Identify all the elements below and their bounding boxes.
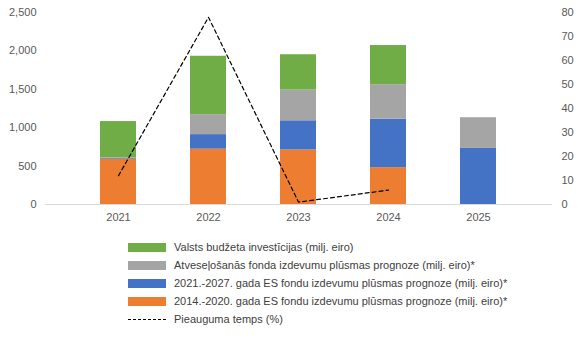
- svg-text:2025: 2025: [466, 211, 490, 223]
- svg-text:500: 500: [18, 160, 36, 172]
- html-text:Valsts budžeta investīcijas (m: Valsts budžeta investīcijas (milj. eiro): [174, 241, 354, 253]
- svg-text:50: 50: [562, 78, 574, 90]
- svg-text:2021: 2021: [106, 211, 130, 223]
- svg-text:2022: 2022: [196, 211, 220, 223]
- html-text:2014.-2020. gada ES fondu izde: 2014.-2020. gada ES fondu izdevumu plūsm…: [174, 295, 508, 307]
- svg-text:80: 80: [562, 6, 574, 18]
- svg-text:2,500: 2,500: [9, 6, 37, 18]
- svg-text:2024: 2024: [376, 211, 400, 223]
- svg-text:0: 0: [562, 198, 568, 210]
- svg-text:1,500: 1,500: [9, 83, 37, 95]
- svg-text:1,000: 1,000: [9, 121, 37, 133]
- html-text:Pieauguma temps (%): Pieauguma temps (%): [174, 313, 283, 325]
- svg-text:0: 0: [30, 198, 36, 210]
- html-text:2021.-2027. gada ES fondu izde: 2021.-2027. gada ES fondu izdevumu plūsm…: [174, 277, 508, 289]
- svg-text:10: 10: [562, 174, 574, 186]
- svg-text:60: 60: [562, 54, 574, 66]
- svg-text:20: 20: [562, 150, 574, 162]
- svg-text:70: 70: [562, 30, 574, 42]
- svg-text:40: 40: [562, 102, 574, 114]
- html-text:Atveseļošanās fonda izdevumu p: Atveseļošanās fonda izdevumu plūsmas pro…: [174, 259, 475, 271]
- svg-text:2,000: 2,000: [9, 44, 37, 56]
- svg-text:30: 30: [562, 126, 574, 138]
- svg-text:2023: 2023: [286, 211, 310, 223]
